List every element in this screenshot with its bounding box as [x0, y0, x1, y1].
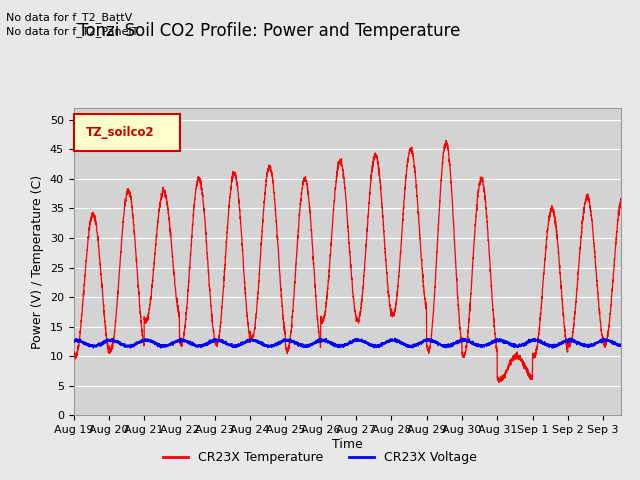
X-axis label: Time: Time [332, 438, 363, 451]
Legend: CR23X Temperature, CR23X Voltage: CR23X Temperature, CR23X Voltage [159, 446, 481, 469]
Y-axis label: Power (V) / Temperature (C): Power (V) / Temperature (C) [31, 175, 44, 348]
FancyBboxPatch shape [74, 114, 180, 151]
Text: No data for f_T2_BattV: No data for f_T2_BattV [6, 12, 132, 23]
Text: TZ_soilco2: TZ_soilco2 [86, 126, 154, 139]
Text: No data for f_T2_PanelT: No data for f_T2_PanelT [6, 26, 139, 37]
Text: Tonzi Soil CO2 Profile: Power and Temperature: Tonzi Soil CO2 Profile: Power and Temper… [77, 22, 460, 40]
